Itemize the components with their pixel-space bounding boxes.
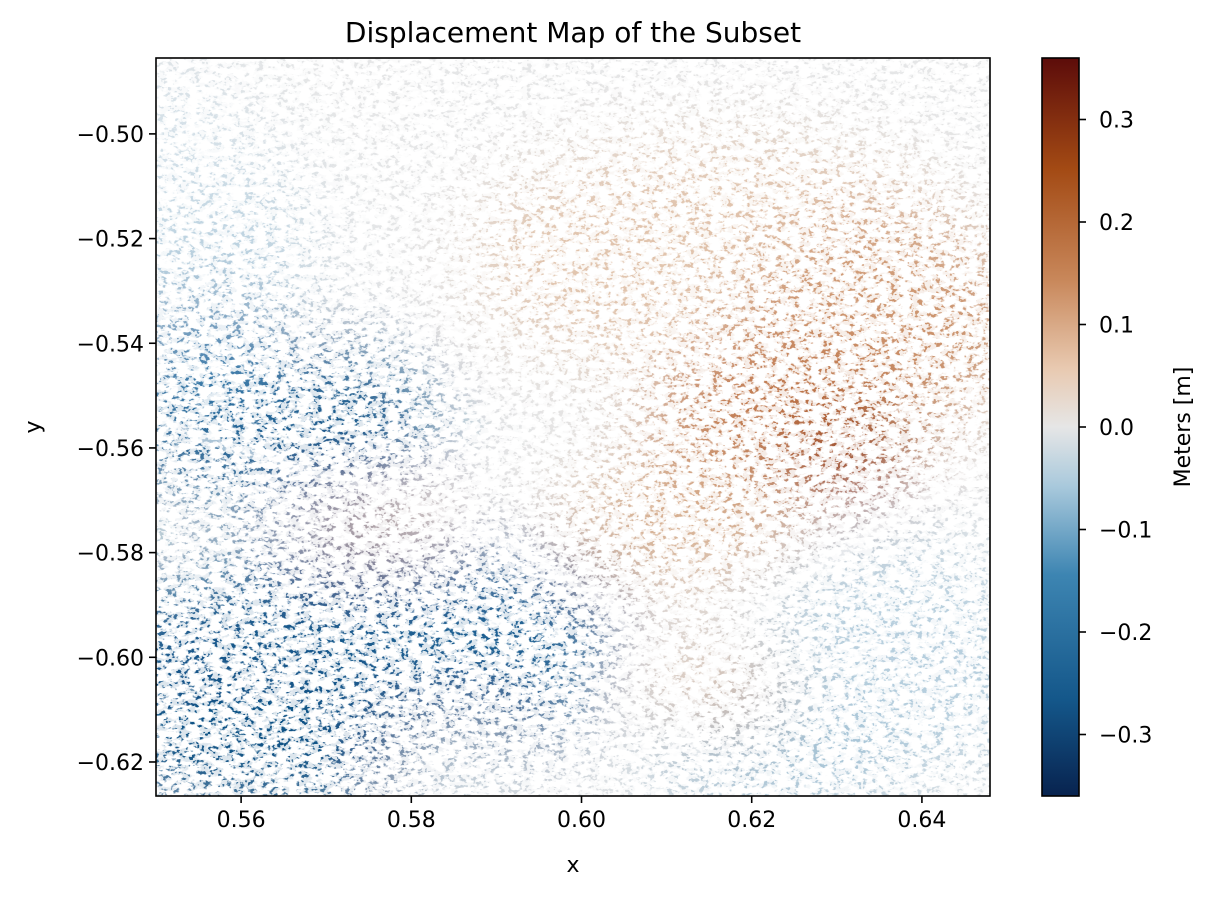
- displacement-heatmap: [156, 58, 990, 796]
- y-axis-label: y: [21, 420, 46, 433]
- chart-title: Displacement Map of the Subset: [345, 16, 801, 49]
- y-tick-label: −0.54: [77, 332, 144, 357]
- x-axis-ticks: 0.56 0.58 0.60 0.62 0.64: [217, 796, 946, 833]
- colorbar-label: Meters [m]: [1171, 367, 1196, 488]
- colorbar: [1041, 57, 1080, 797]
- x-tick-label: 0.60: [557, 808, 606, 833]
- y-tick-label: −0.60: [77, 646, 144, 671]
- y-tick-label: −0.58: [77, 542, 144, 567]
- y-tick-label: −0.62: [77, 751, 144, 776]
- colorbar-tick-label: −0.3: [1099, 724, 1152, 749]
- plot-frame: [155, 57, 991, 797]
- x-tick-label: 0.64: [897, 808, 946, 833]
- colorbar-tick-label: 0.1: [1099, 314, 1134, 339]
- colorbar-tick-label: 0.3: [1099, 109, 1134, 134]
- colorbar-tick-label: −0.1: [1099, 519, 1152, 544]
- colorbar-tick-label: −0.2: [1099, 621, 1152, 646]
- colorbar-ticks: 0.3 0.2 0.1 0.0 −0.1 −0.2 −0.3: [1079, 109, 1152, 749]
- y-tick-label: −0.50: [77, 123, 144, 148]
- x-axis-label: x: [566, 853, 579, 878]
- colorbar-tick-label: 0.0: [1099, 416, 1134, 441]
- y-tick-label: −0.56: [77, 437, 144, 462]
- colorbar-tick-label: 0.2: [1099, 211, 1134, 236]
- y-axis-ticks: −0.50 −0.52 −0.54 −0.56 −0.58 −0.60 −0.62: [77, 123, 156, 776]
- x-tick-label: 0.58: [387, 808, 436, 833]
- y-tick-label: −0.52: [77, 228, 144, 253]
- x-tick-label: 0.56: [217, 808, 266, 833]
- x-tick-label: 0.62: [727, 808, 776, 833]
